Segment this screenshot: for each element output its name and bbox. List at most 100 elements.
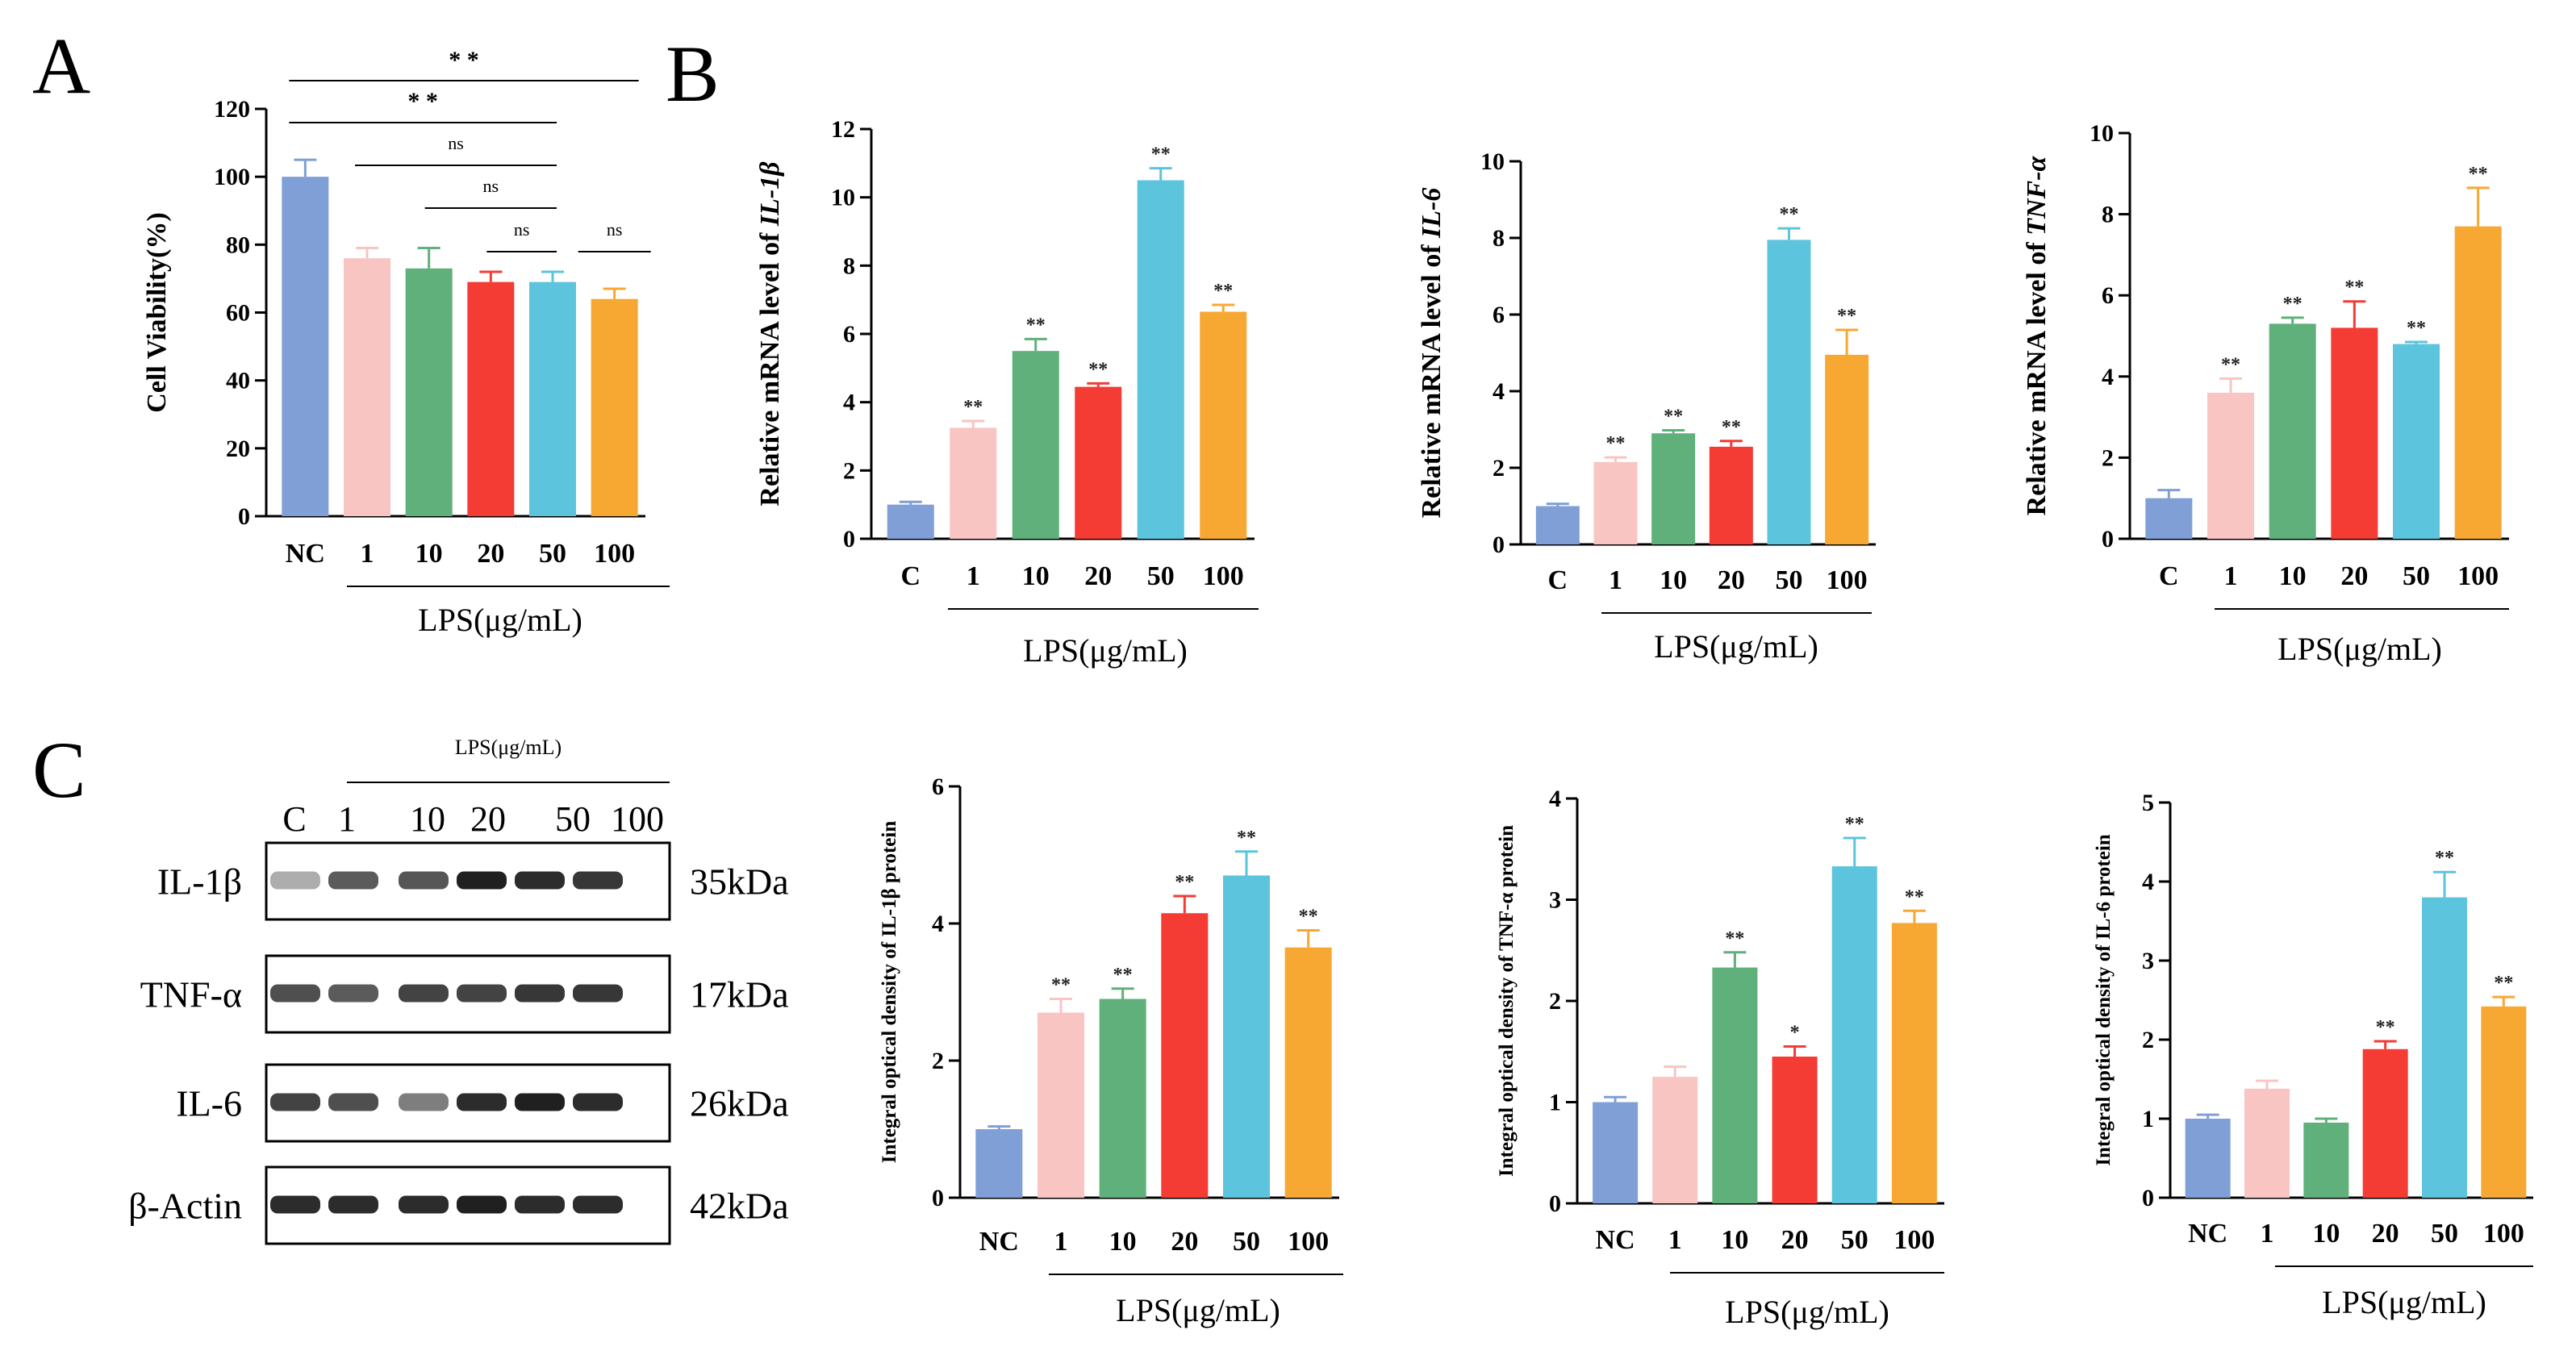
x-axis-title: LPS(μg/mL) xyxy=(1654,628,1818,665)
wb-kda-label: 17kDa xyxy=(690,974,789,1015)
bar xyxy=(2244,1088,2290,1198)
significance-label: * xyxy=(1790,1022,1800,1043)
bar xyxy=(1161,913,1209,1198)
y-tick-label: 8 xyxy=(2102,202,2114,228)
wb-lane-label: 20 xyxy=(470,799,506,839)
bar xyxy=(2185,1119,2231,1198)
wb-protein-label: IL-6 xyxy=(176,1083,242,1124)
significance-label: ** xyxy=(1088,359,1108,380)
category-label: 1 xyxy=(2261,1219,2274,1249)
bar xyxy=(1891,923,1937,1203)
category-label: 10 xyxy=(415,539,443,569)
significance-label: ** xyxy=(1905,886,1924,907)
category-label: 20 xyxy=(2372,1219,2399,1249)
wb-band xyxy=(328,1195,378,1214)
wb-band xyxy=(573,1093,623,1111)
wb-band xyxy=(457,1195,507,1214)
category-label: NC xyxy=(2188,1219,2227,1249)
y-tick-label: 0 xyxy=(1549,1190,1561,1217)
y-axis-title: Cell Viability(%) xyxy=(142,212,172,412)
bar xyxy=(2269,323,2316,539)
category-label: 100 xyxy=(1203,561,1244,591)
significance-label: ** xyxy=(2221,354,2240,375)
y-tick-label: 80 xyxy=(226,231,250,258)
significance-label: ** xyxy=(1151,144,1171,165)
y-tick-label: 6 xyxy=(1493,302,1505,328)
wb-lane-label: 1 xyxy=(338,799,356,839)
y-tick-label: 0 xyxy=(932,1185,944,1211)
category-label: 1 xyxy=(2224,561,2238,591)
wb-band xyxy=(399,1093,449,1111)
category-label: 1 xyxy=(1609,565,1622,595)
wb-lane-label: 100 xyxy=(611,799,664,839)
bar xyxy=(591,298,638,516)
wb-band xyxy=(399,984,449,1003)
y-axis-title: Relative mRNA level of TNF-α xyxy=(2022,156,2052,516)
category-label: 10 xyxy=(1109,1227,1137,1257)
significance-label: ** xyxy=(2407,318,2426,339)
bar xyxy=(950,427,997,539)
y-tick-label: 100 xyxy=(214,164,250,190)
category-label: 100 xyxy=(2457,561,2499,591)
bar xyxy=(1037,1012,1084,1198)
y-tick-label: 4 xyxy=(1549,786,1561,812)
category-label: NC xyxy=(979,1227,1019,1257)
panel-label-b: B xyxy=(666,29,720,119)
bar xyxy=(1075,386,1122,539)
wb-kda-label: 35kDa xyxy=(690,861,789,903)
bar xyxy=(1767,240,1811,544)
x-axis-title: LPS(μg/mL) xyxy=(1116,1292,1280,1328)
y-tick-label: 20 xyxy=(226,436,250,462)
panel-label-a: A xyxy=(32,21,90,110)
significance-label: ** xyxy=(2283,294,2303,315)
bar xyxy=(344,258,390,516)
x-axis-title: LPS(μg/mL) xyxy=(1023,632,1188,669)
comparison-label: * * xyxy=(449,47,479,73)
wb-lane-label: C xyxy=(282,799,306,839)
comparison-label: ns xyxy=(514,219,530,240)
bar xyxy=(1825,354,1869,544)
significance-label: ** xyxy=(1299,907,1318,928)
bar xyxy=(1284,947,1332,1198)
y-tick-label: 8 xyxy=(843,252,855,279)
comparison-label: ns xyxy=(607,219,623,240)
y-tick-label: 3 xyxy=(1549,887,1561,914)
bar xyxy=(2331,327,2378,539)
y-axis-title: Relative mRNA level of IL-1β xyxy=(755,161,785,507)
y-tick-label: 0 xyxy=(1493,532,1505,558)
y-axis-title: Integral optical density of IL-1β protei… xyxy=(879,821,900,1164)
bar xyxy=(1712,967,1758,1203)
wb-band xyxy=(328,871,378,890)
western-blot: LPS(μg/mL) C 1 10 20 50 100 IL-1β 35kDa TNF-α 17k… xyxy=(128,736,789,1245)
significance-label: ** xyxy=(1175,872,1194,893)
category-label: NC xyxy=(1596,1225,1635,1255)
y-tick-label: 4 xyxy=(1493,378,1505,405)
bar xyxy=(529,281,576,516)
chart-il6-protein: 0 1 2 3 4 5 NC 1 10 20 ** 50 ** 100 ** Integral optical… xyxy=(2093,790,2533,1320)
y-tick-label: 0 xyxy=(2142,1185,2154,1211)
wb-lane-label: 50 xyxy=(555,799,591,839)
y-tick-label: 5 xyxy=(2142,790,2154,816)
bar xyxy=(975,1129,1023,1198)
wb-band xyxy=(457,871,507,890)
y-tick-label: 3 xyxy=(2142,948,2154,974)
significance-label: ** xyxy=(1845,814,1864,835)
y-tick-label: 4 xyxy=(2102,364,2114,390)
category-label: 1 xyxy=(361,539,374,569)
bar xyxy=(1200,311,1247,539)
bar xyxy=(1652,1077,1698,1203)
significance-label: ** xyxy=(1113,965,1133,986)
bar xyxy=(1099,999,1146,1198)
y-tick-label: 2 xyxy=(1549,988,1561,1015)
chart-tnfa-mrna: 0 2 4 6 8 10 C 1 ** 10 ** 20 ** 50 ** 100 ** Relative mRN… xyxy=(2022,120,2509,667)
wb-protein-label: IL-1β xyxy=(157,861,242,903)
y-tick-label: 120 xyxy=(214,96,250,123)
wb-band xyxy=(515,871,565,890)
chart-il1b-protein: 0 2 4 6 NC 1 ** 10 ** 20 ** 50 ** 100 ** Integral optic… xyxy=(879,773,1343,1328)
category-label: 10 xyxy=(1721,1225,1748,1255)
wb-title: LPS(μg/mL) xyxy=(455,736,562,759)
wb-band xyxy=(457,984,507,1003)
y-tick-label: 0 xyxy=(843,526,855,552)
y-tick-label: 2 xyxy=(2102,444,2114,471)
